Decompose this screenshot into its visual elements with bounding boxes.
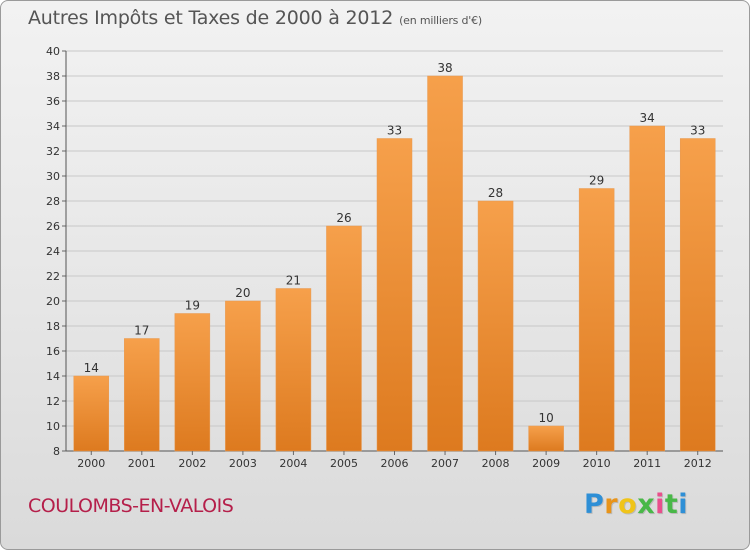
y-tick-label: 18 [46,320,60,333]
bar [477,200,514,452]
x-tick-label: 2005 [330,457,358,470]
chart-title: Autres Impôts et Taxes de 2000 à 2012 (en… [28,7,482,29]
y-tick-label: 34 [46,120,60,133]
logo-letter: x [637,489,656,520]
y-tick-label: 28 [46,195,60,208]
y-tick-label: 32 [46,145,60,158]
bar [124,338,160,452]
y-tick-label: 30 [46,170,60,183]
value-label: 34 [640,111,655,125]
y-tick-label: 38 [46,70,60,83]
x-tick-label: 2006 [381,457,409,470]
proxiti-logo: Proxiti [584,489,688,520]
x-tick-label: 2004 [279,457,307,470]
y-tick-label: 16 [46,345,60,358]
y-tick-label: 10 [46,420,60,433]
y-tick-labels: 8 10 12 14 16 18 20 22 24 26 28 30 32 34 36 38 40 [46,45,60,458]
x-tick-label: 2008 [482,457,510,470]
x-tick-label: 2002 [178,457,206,470]
y-tick-label: 12 [46,395,60,408]
value-label: 17 [134,324,149,338]
x-tick-label: 2007 [431,457,459,470]
y-tick-label: 8 [53,445,60,458]
y-tick-label: 20 [46,295,60,308]
value-label: 14 [84,361,99,375]
value-label: 20 [235,286,250,300]
value-label: 38 [437,61,452,75]
logo-letter: P [584,489,605,520]
x-tick-labels: 2000 2001 2002 2003 2004 2005 2006 2007 2008 2009… [77,451,712,470]
bar [679,138,716,452]
value-label: 29 [589,174,604,188]
logo-letter: i [678,489,689,520]
y-tick-label: 24 [46,245,60,258]
city-name: COULOMBS-EN-VALOIS [28,495,234,517]
y-tick-label: 40 [46,45,60,58]
chart-title-text: Autres Impôts et Taxes de 2000 à 2012 [28,7,394,29]
x-tick-label: 2000 [77,457,105,470]
bar [528,425,564,452]
x-tick-label: 2009 [532,457,560,470]
bar [73,375,110,452]
bar [629,125,665,452]
logo-letter: o [618,489,638,520]
value-label: 19 [185,299,200,313]
bar [225,300,261,452]
y-tick-label: 26 [46,220,60,233]
value-label: 10 [538,411,553,425]
bar [326,225,362,452]
bar [376,138,413,452]
y-tick-label: 22 [46,270,60,283]
value-label: 26 [336,211,351,225]
x-tick-label: 2010 [583,457,611,470]
unit-note: (en milliers d'€) [399,14,482,27]
logo-letter: r [604,489,619,520]
y-tick-label: 14 [46,370,60,383]
value-label: 21 [286,274,301,288]
x-tick-label: 2003 [229,457,257,470]
bar [427,75,463,452]
x-tick-label: 2001 [128,457,156,470]
bar [275,288,312,452]
logo-letter: i [655,489,665,520]
bars [73,75,716,452]
x-tick-label: 2012 [684,457,712,470]
value-label: 33 [387,124,402,138]
x-tick-label: 2011 [633,457,661,470]
value-label: 28 [488,186,503,200]
logo-letter: t [664,489,679,520]
y-tick-label: 36 [46,95,60,108]
bar [578,188,615,452]
bar [174,313,211,452]
value-labels: 14 17 19 20 21 26 33 38 28 10 29 34 33 [84,61,706,425]
value-label: 33 [690,124,705,138]
